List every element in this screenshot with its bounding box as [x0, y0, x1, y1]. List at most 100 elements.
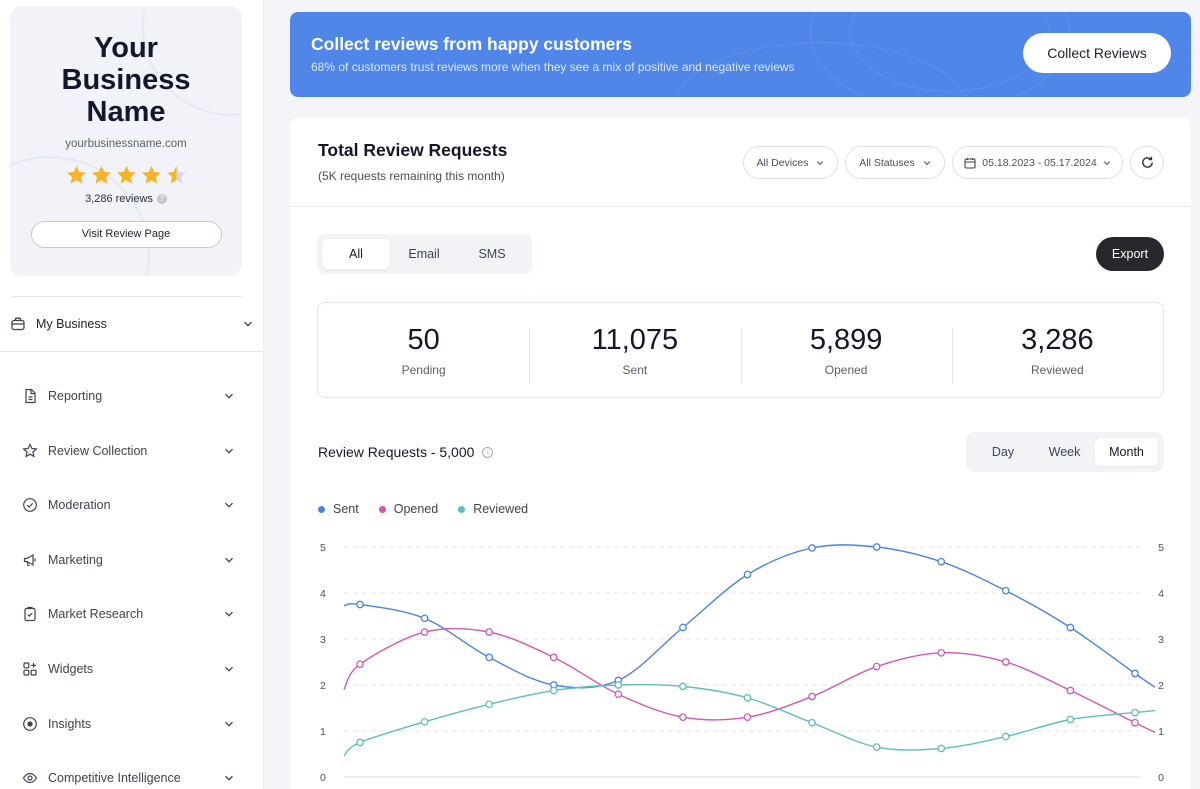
- legend-item-reviewed[interactable]: Reviewed: [458, 502, 528, 516]
- sidebar-item-label: Widgets: [48, 662, 94, 676]
- sidebar-item-marketing[interactable]: Marketing: [22, 545, 234, 575]
- data-point-reviewed[interactable]: [1001, 732, 1010, 741]
- info-icon[interactable]: ?: [156, 194, 167, 204]
- data-point-sent[interactable]: [356, 600, 364, 609]
- stat-value: 11,075: [591, 323, 679, 356]
- data-point-reviewed[interactable]: [1131, 708, 1139, 717]
- data-point-reviewed[interactable]: [356, 738, 364, 747]
- data-point-reviewed[interactable]: [1066, 715, 1075, 724]
- chart-title: Review Requests - 5,000 i: [318, 444, 494, 460]
- sidebar: Your Business Name yourbusinessname.com …: [0, 0, 264, 789]
- star-icon: [116, 165, 136, 184]
- data-point-opened[interactable]: [743, 713, 752, 722]
- legend-item-sent[interactable]: Sent: [318, 502, 359, 516]
- stat-reviewed: 3,286 Reviewed: [951, 323, 1163, 384]
- data-point-sent[interactable]: [1131, 669, 1139, 678]
- data-point-opened[interactable]: [808, 692, 816, 701]
- data-point-sent[interactable]: [1066, 623, 1075, 632]
- chart-legend: Sent Opened Reviewed: [318, 502, 528, 516]
- data-point-reviewed[interactable]: [614, 681, 623, 689]
- devices-filter[interactable]: All Devices: [743, 146, 838, 179]
- data-point-sent[interactable]: [1001, 586, 1010, 595]
- series-line-sent: [343, 544, 1156, 689]
- data-point-reviewed[interactable]: [743, 694, 752, 702]
- visit-review-page-button[interactable]: Visit Review Page: [30, 221, 222, 248]
- data-point-opened[interactable]: [1001, 658, 1010, 666]
- business-card: Your Business Name yourbusinessname.com …: [10, 6, 242, 276]
- y-tick-label-right: 5: [1158, 542, 1164, 554]
- legend-dot: [318, 505, 325, 513]
- data-point-opened[interactable]: [420, 628, 429, 636]
- devices-filter-label: All Devices: [756, 156, 809, 169]
- data-point-reviewed[interactable]: [679, 682, 687, 691]
- data-point-sent[interactable]: [872, 543, 881, 551]
- sidebar-item-competitive-intelligence[interactable]: Competitive Intelligence: [22, 763, 234, 789]
- export-button[interactable]: Export: [1096, 237, 1164, 271]
- data-point-reviewed[interactable]: [937, 744, 946, 753]
- period-day[interactable]: Day: [991, 445, 1015, 459]
- data-point-reviewed[interactable]: [485, 700, 494, 709]
- tab-email[interactable]: Email: [408, 247, 440, 261]
- clipboard-icon: [24, 607, 36, 622]
- panel-title: Total Review Requests: [318, 140, 508, 160]
- period-month[interactable]: Month: [1095, 438, 1158, 466]
- chevron-down-icon: [244, 321, 252, 327]
- stat-label: Sent: [622, 362, 648, 377]
- chevron-down-icon: [817, 160, 824, 165]
- data-point-opened[interactable]: [614, 690, 623, 699]
- data-point-opened[interactable]: [1066, 686, 1075, 695]
- data-point-sent[interactable]: [743, 570, 752, 579]
- business-url: yourbusinessname.com: [65, 138, 187, 150]
- chevron-down-icon: [225, 775, 233, 781]
- stat-value: 3,286: [1021, 323, 1094, 356]
- eye-icon: [22, 773, 38, 784]
- statuses-filter[interactable]: All Statuses: [845, 146, 945, 179]
- chevron-down-icon: [225, 557, 233, 563]
- info-icon[interactable]: i: [482, 446, 494, 458]
- sidebar-item-moderation[interactable]: Moderation: [22, 490, 234, 520]
- business-name: Your Business Name: [61, 32, 191, 128]
- period-week[interactable]: Week: [1048, 445, 1081, 459]
- refresh-button[interactable]: [1130, 146, 1164, 179]
- data-point-reviewed[interactable]: [872, 743, 881, 751]
- data-point-opened[interactable]: [1131, 718, 1139, 727]
- data-point-opened[interactable]: [356, 660, 364, 669]
- tab-sms[interactable]: SMS: [478, 247, 506, 261]
- date-range-filter[interactable]: 05.18.2023 - 05.17.2024: [952, 146, 1123, 179]
- data-point-sent[interactable]: [679, 623, 687, 632]
- star-icon: [166, 165, 186, 184]
- data-point-opened[interactable]: [872, 662, 881, 671]
- legend-item-opened[interactable]: Opened: [378, 502, 438, 516]
- data-point-sent[interactable]: [808, 544, 816, 552]
- data-point-sent[interactable]: [420, 614, 429, 623]
- data-point-opened[interactable]: [549, 653, 558, 662]
- sidebar-item-widgets[interactable]: Widgets: [22, 654, 234, 684]
- megaphone-icon: [23, 553, 36, 566]
- sidebar-item-reporting[interactable]: Reporting: [22, 381, 234, 411]
- my-business-dropdown[interactable]: My Business: [0, 297, 263, 352]
- chevron-down-icon: [225, 393, 233, 399]
- data-point-sent[interactable]: [485, 653, 494, 662]
- legend-label: Reviewed: [473, 502, 529, 516]
- legend-dot: [378, 505, 386, 513]
- stat-label: Pending: [401, 362, 446, 377]
- data-point-opened[interactable]: [485, 628, 494, 636]
- data-point-opened[interactable]: [937, 648, 946, 657]
- sidebar-item-label: Moderation: [48, 498, 111, 513]
- data-point-opened[interactable]: [679, 713, 687, 722]
- sidebar-item-review-collection[interactable]: Review Collection: [22, 436, 234, 466]
- statuses-filter-label: All Statuses: [859, 156, 915, 169]
- y-tick-label-left: 3: [320, 634, 326, 646]
- data-point-reviewed[interactable]: [420, 717, 429, 726]
- y-tick-label-right: 0: [1158, 772, 1164, 784]
- sidebar-item-market-research[interactable]: Market Research: [22, 599, 234, 629]
- data-point-sent[interactable]: [937, 557, 946, 566]
- chevron-down-icon: [923, 160, 930, 165]
- sidebar-item-insights[interactable]: Insights: [22, 709, 234, 739]
- tab-all[interactable]: All: [322, 239, 390, 269]
- chevron-down-icon: [225, 502, 233, 508]
- data-point-reviewed[interactable]: [549, 686, 558, 695]
- stat-pending: 50 Pending: [318, 324, 529, 377]
- data-point-reviewed[interactable]: [808, 718, 816, 727]
- collect-reviews-button[interactable]: Collect Reviews: [1023, 33, 1171, 73]
